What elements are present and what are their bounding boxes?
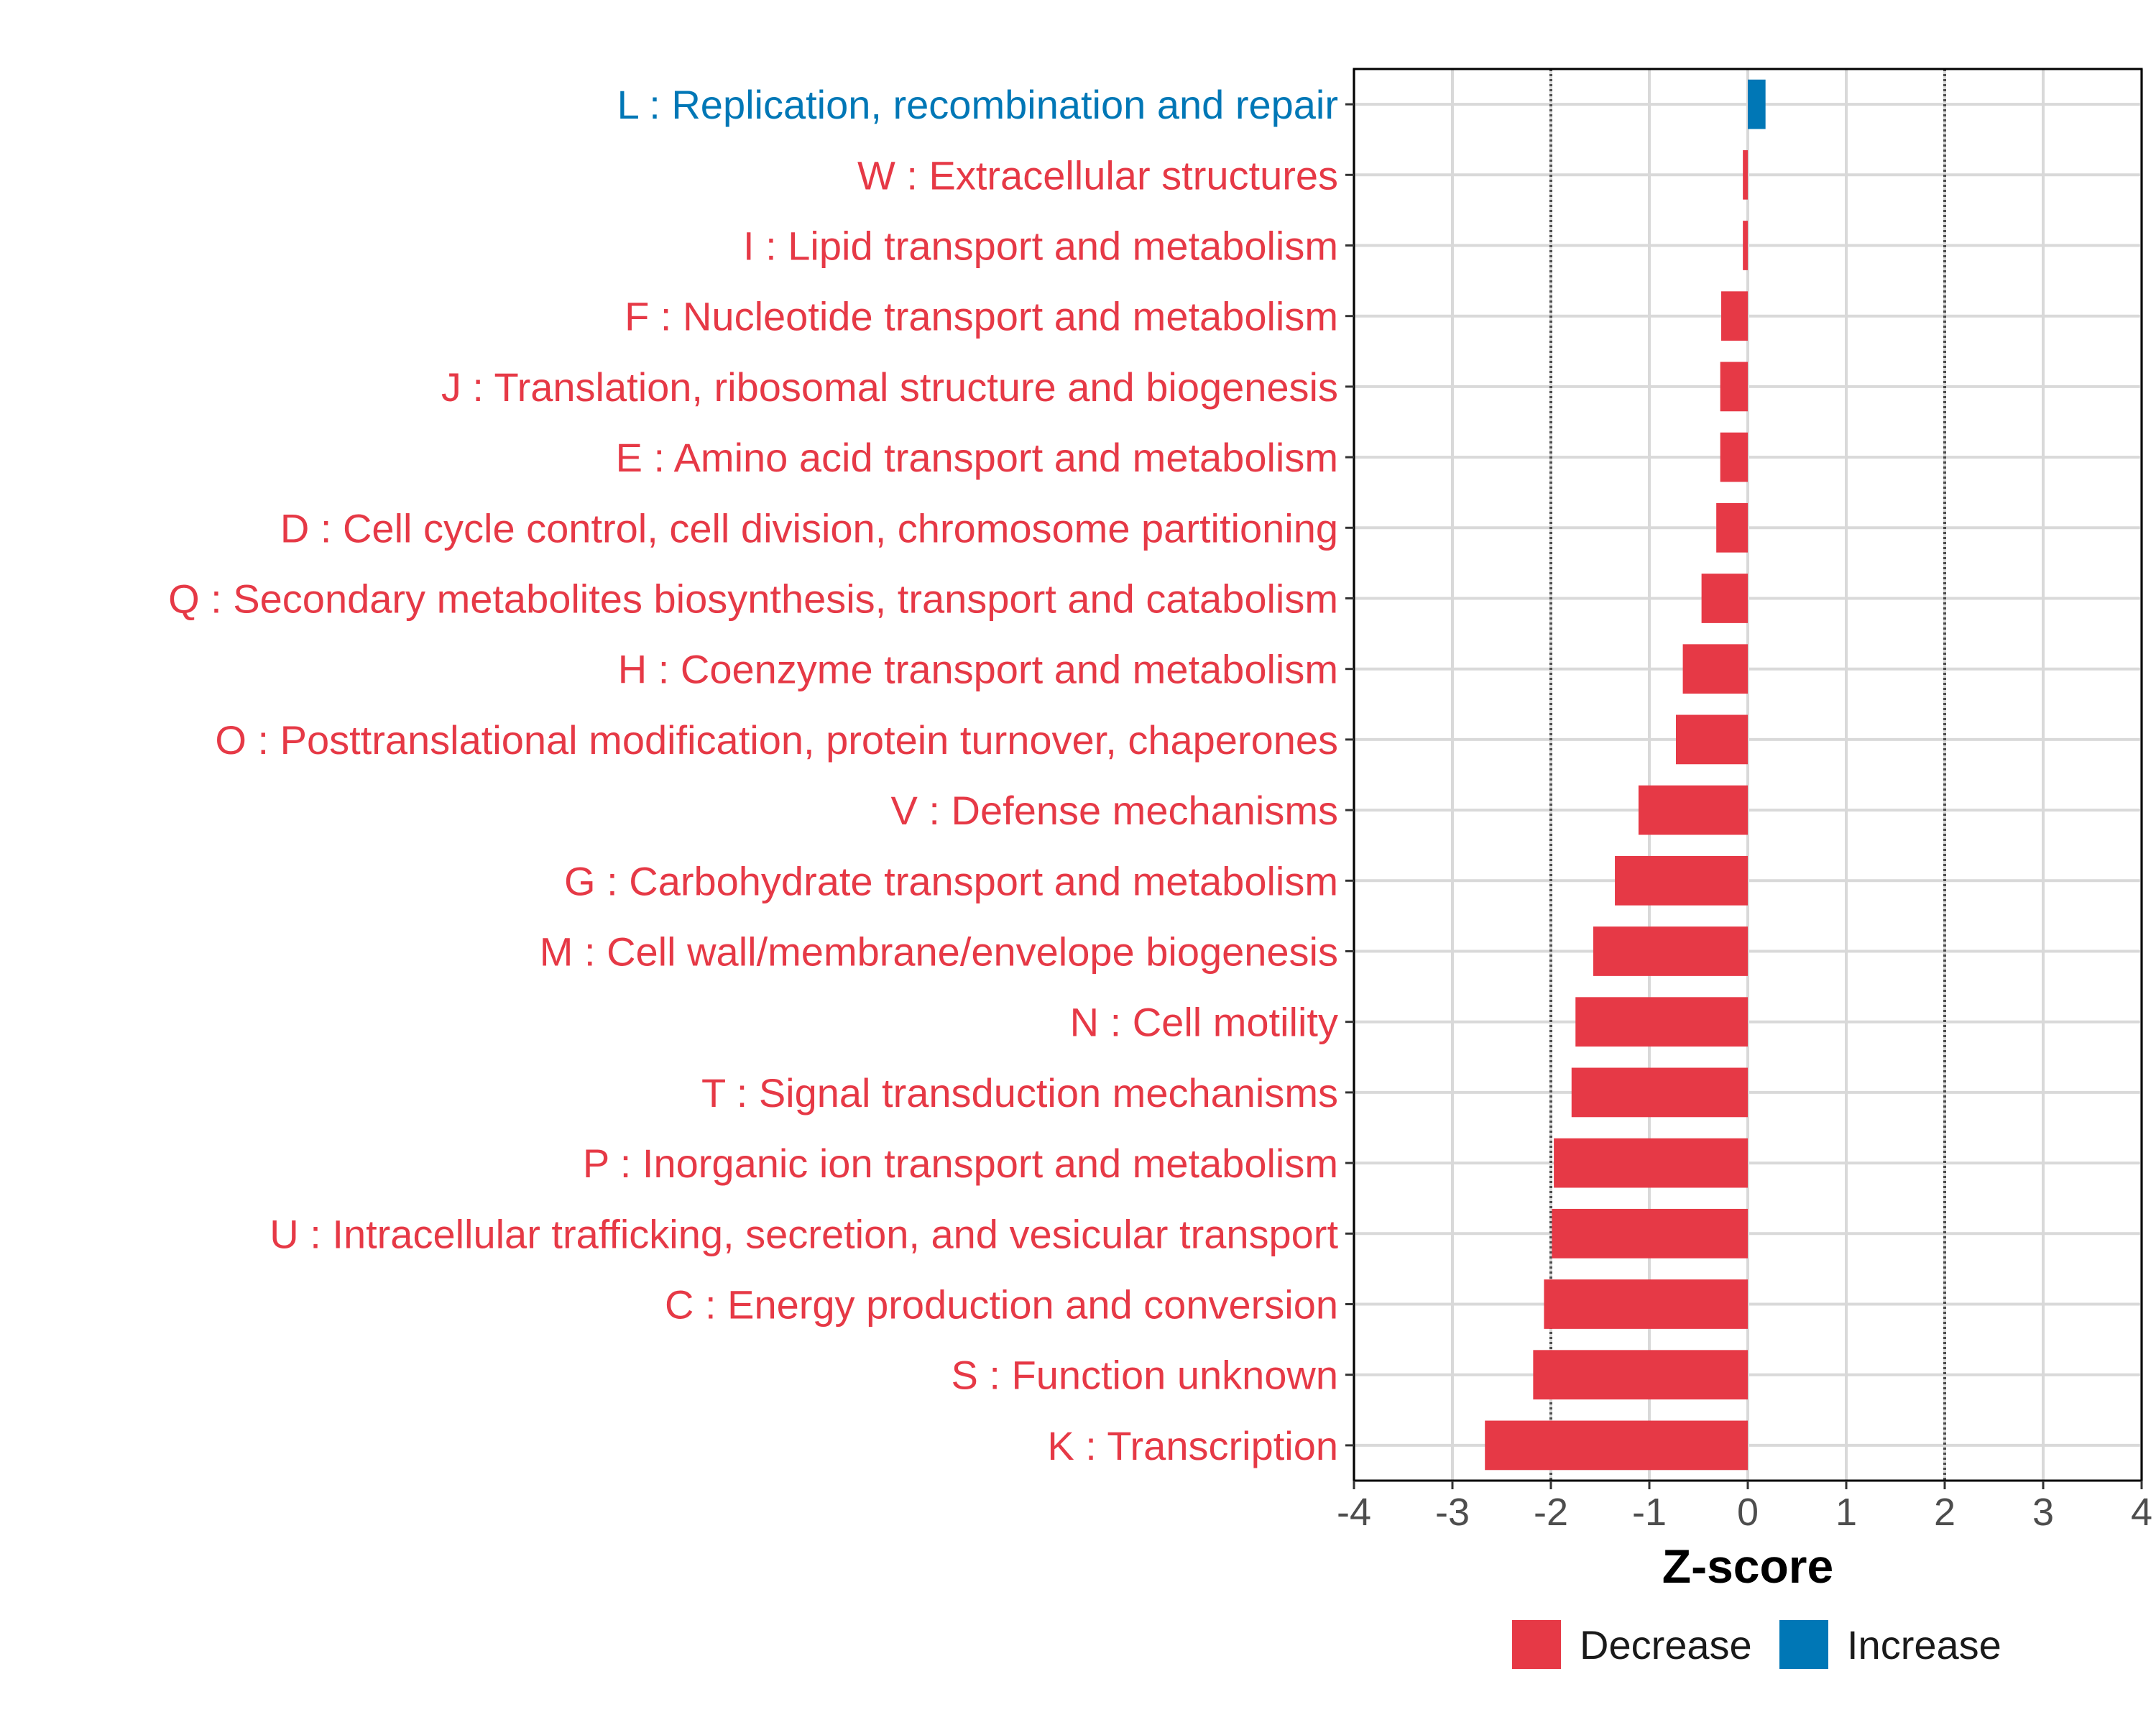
bar xyxy=(1615,855,1748,906)
category-label: F : Nucleotide transport and metabolism xyxy=(625,294,1338,339)
bar xyxy=(1748,79,1766,129)
category-label: T : Signal transduction mechanisms xyxy=(701,1070,1338,1116)
bar xyxy=(1575,997,1748,1047)
category-label: M : Cell wall/membrane/envelope biogenes… xyxy=(540,929,1338,975)
bar xyxy=(1716,502,1748,553)
category-label: I : Lipid transport and metabolism xyxy=(743,224,1338,269)
category-label: P : Inorganic ion transport and metaboli… xyxy=(583,1141,1338,1186)
x-tick-label: -3 xyxy=(1435,1491,1470,1534)
bar xyxy=(1571,1067,1748,1118)
bar xyxy=(1743,150,1748,200)
bar xyxy=(1743,221,1748,270)
x-tick-label: 0 xyxy=(1737,1491,1759,1534)
category-labels: L : Replication, recombination and repai… xyxy=(168,82,1338,1468)
x-tick-label: -4 xyxy=(1337,1491,1371,1534)
category-label: G : Carbohydrate transport and metabolis… xyxy=(564,858,1338,903)
category-label: W : Extracellular structures xyxy=(857,152,1338,198)
x-tick-label: 2 xyxy=(1934,1491,1955,1534)
x-axis-title: Z-score xyxy=(1662,1540,1833,1593)
bar xyxy=(1682,644,1748,694)
legend-label-decrease: Decrease xyxy=(1580,1622,1752,1668)
y-axis-ticks xyxy=(1345,103,1354,1447)
category-label: C : Energy production and conversion xyxy=(665,1282,1338,1328)
bar xyxy=(1720,432,1748,482)
category-label: Q : Secondary metabolites biosynthesis, … xyxy=(168,576,1338,622)
category-label: S : Function unknown xyxy=(951,1353,1338,1398)
bar xyxy=(1721,291,1748,341)
bar xyxy=(1675,714,1748,765)
category-label: O : Posttranslational modification, prot… xyxy=(215,717,1338,763)
category-label: L : Replication, recombination and repai… xyxy=(617,82,1338,127)
bar xyxy=(1544,1279,1748,1329)
x-tick-label: -1 xyxy=(1632,1491,1667,1534)
x-tick-label: 1 xyxy=(1835,1491,1857,1534)
bar xyxy=(1720,362,1748,412)
category-label: V : Defense mechanisms xyxy=(891,788,1338,833)
category-label: K : Transcription xyxy=(1047,1423,1338,1468)
legend-swatch-decrease xyxy=(1512,1620,1561,1669)
bar xyxy=(1485,1420,1748,1471)
legend-label-increase: Increase xyxy=(1847,1622,2001,1668)
x-axis: -4 -3 -2 -1 0 1 2 3 4 xyxy=(1337,1481,2152,1534)
reference-lines xyxy=(1549,69,1946,1481)
category-label: J : Translation, ribosomal structure and… xyxy=(441,364,1338,410)
category-label: D : Cell cycle control, cell division, c… xyxy=(280,505,1338,551)
x-tick-label: 3 xyxy=(2032,1491,2054,1534)
legend: Decrease Increase xyxy=(1512,1620,2001,1669)
bar xyxy=(1552,1208,1748,1259)
bar xyxy=(1593,926,1748,976)
category-label: H : Coenzyme transport and metabolism xyxy=(618,647,1338,692)
category-label: N : Cell motility xyxy=(1070,1000,1338,1045)
category-label: E : Amino acid transport and metabolism xyxy=(616,435,1338,480)
bars xyxy=(1485,79,1766,1471)
bar xyxy=(1533,1350,1748,1400)
bar xyxy=(1701,574,1748,623)
legend-swatch-increase xyxy=(1779,1620,1828,1669)
x-tick-label: -2 xyxy=(1534,1491,1568,1534)
x-tick-label: 4 xyxy=(2131,1491,2152,1534)
bar xyxy=(1554,1138,1748,1188)
category-label: U : Intracellular trafficking, secretion… xyxy=(270,1211,1338,1256)
bar xyxy=(1638,785,1748,835)
